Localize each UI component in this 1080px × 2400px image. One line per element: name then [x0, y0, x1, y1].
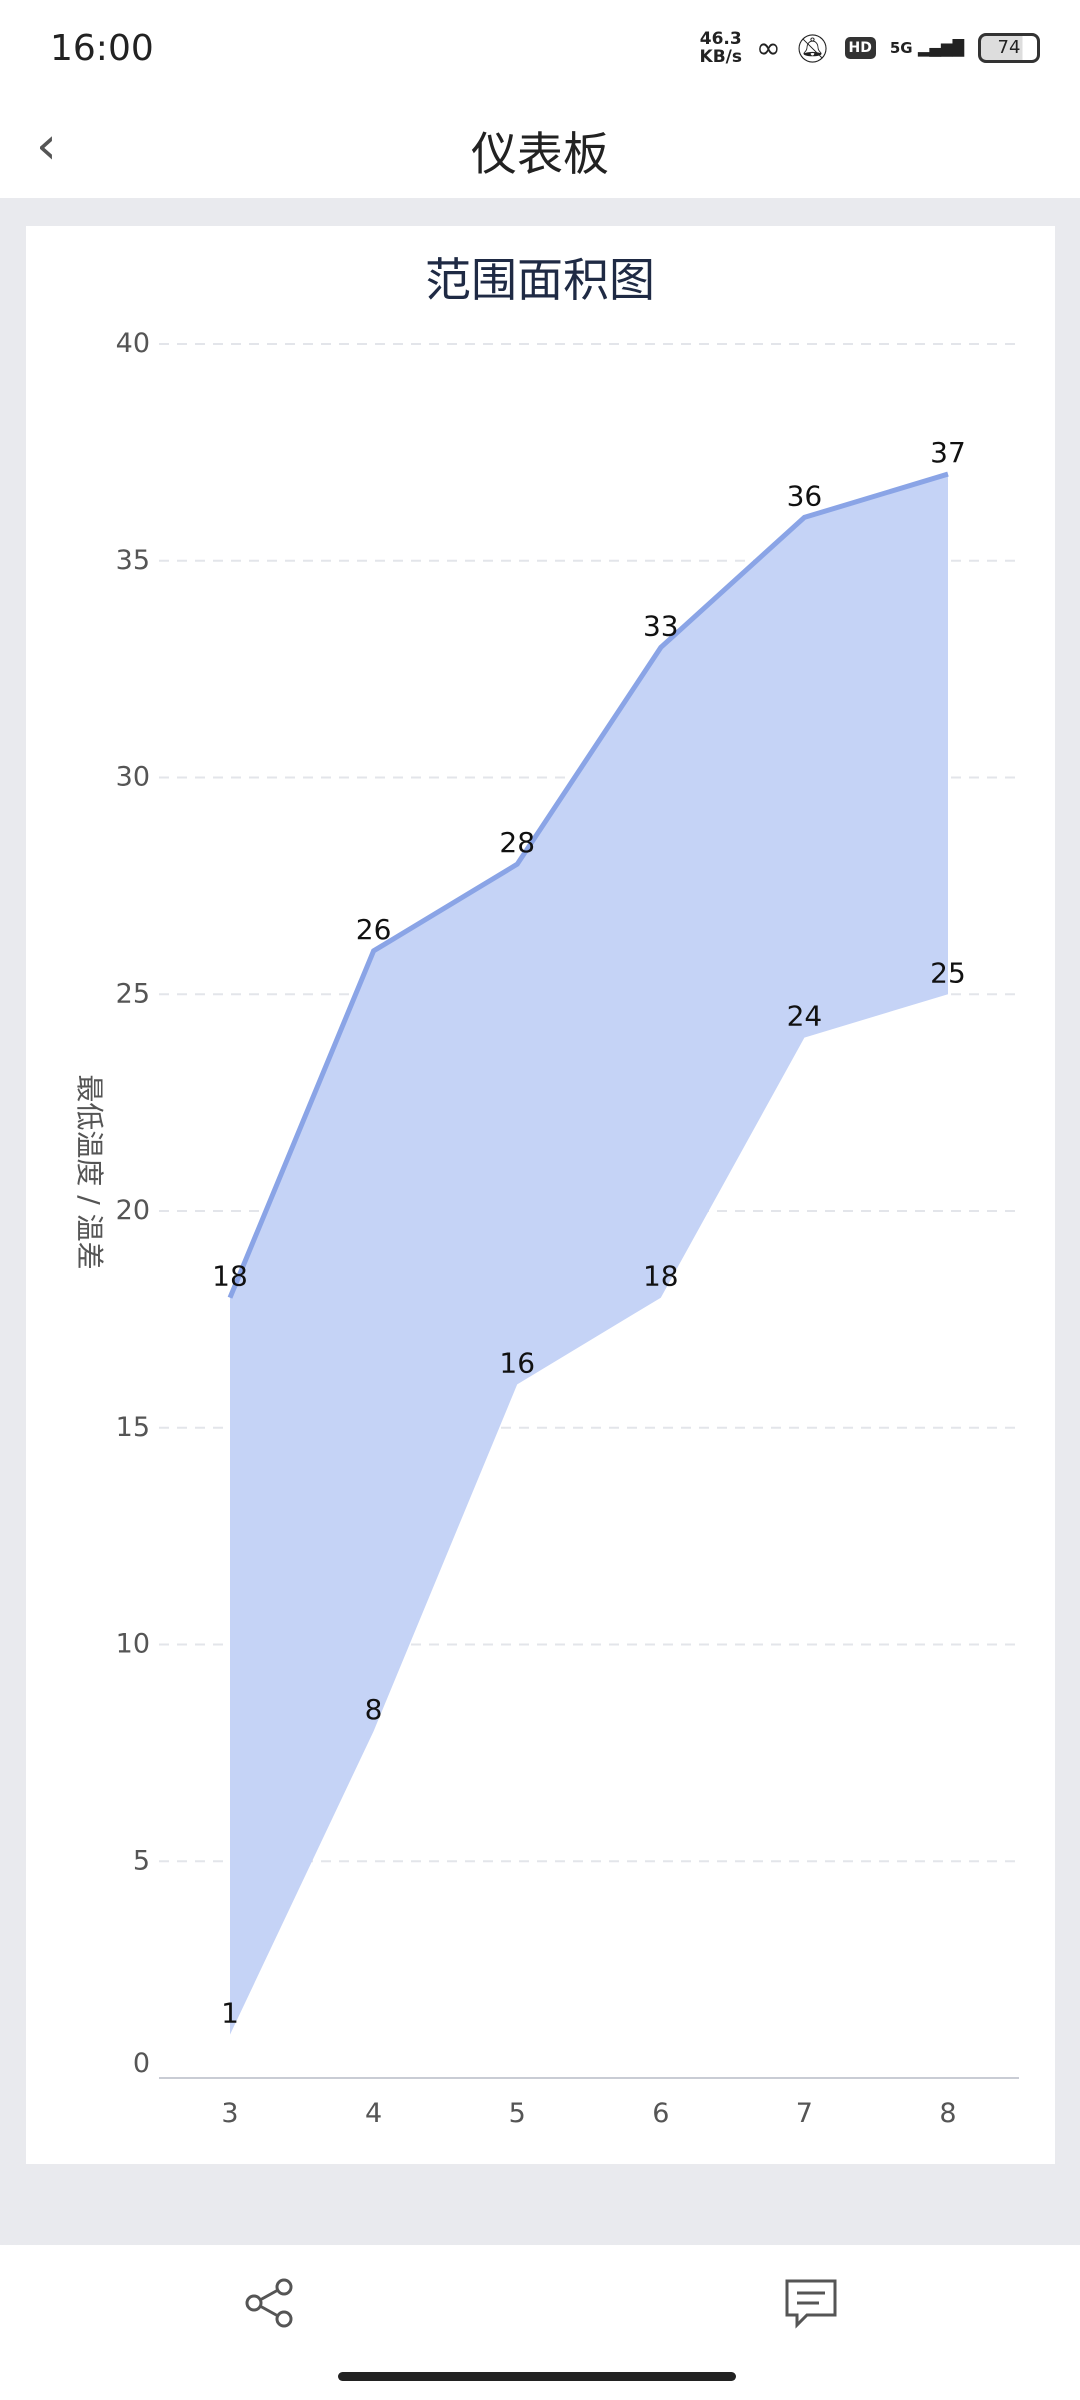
signal-icon: 5G ▂▄▆█	[889, 39, 964, 57]
bell-muted-icon: 🔕︎	[794, 31, 831, 65]
data-label-low: 18	[643, 1260, 679, 1293]
home-indicator[interactable]	[338, 2372, 736, 2381]
data-label-low: 1	[221, 1997, 239, 2030]
data-label-high: 37	[930, 436, 966, 469]
data-label-low: 24	[787, 1000, 823, 1033]
y-tick-label: 20	[116, 1195, 150, 1226]
y-tick-label: 35	[116, 545, 150, 576]
share-icon[interactable]	[240, 2273, 300, 2333]
y-axis-label: 最低温度 / 温差	[73, 1074, 106, 1269]
x-tick-label: 6	[652, 2098, 669, 2129]
speed-value: 46.3	[699, 29, 742, 49]
y-tick-label: 40	[116, 328, 150, 359]
x-tick-label: 7	[796, 2098, 813, 2129]
y-tick-label: 30	[116, 762, 150, 793]
x-tick-label: 5	[509, 2098, 526, 2129]
y-tick-label: 10	[116, 1629, 150, 1660]
y-tick-label: 5	[133, 1845, 150, 1876]
network-type: 5G	[889, 39, 913, 57]
status-time: 16:00	[50, 28, 154, 69]
y-tick-label: 0	[133, 2048, 150, 2079]
battery-icon: 74	[978, 33, 1040, 63]
x-tick-label: 3	[221, 2098, 238, 2129]
x-tick-label: 4	[365, 2098, 382, 2129]
data-label-high: 18	[212, 1260, 248, 1293]
chart-card: 范围面积图 最低温度 / 温差 0 5 10 15 20 25 30 35 40 3 18 1 4 26 8…	[26, 226, 1055, 2164]
comment-icon[interactable]	[781, 2273, 841, 2333]
range-area	[230, 474, 948, 2035]
data-label-high: 36	[787, 479, 823, 512]
back-button[interactable]: ‹	[36, 116, 57, 176]
nav-bar: ‹ 仪表板	[0, 100, 1080, 198]
range-area-chart: 范围面积图 最低温度 / 温差 0 5 10 15 20 25 30 35 40 3 18 1 4 26 8…	[73, 253, 1019, 2129]
y-tick-label: 15	[116, 1412, 150, 1443]
speed-unit: KB/s	[699, 47, 742, 67]
y-tick-label: 25	[116, 978, 150, 1009]
high-series-line	[227, 471, 949, 1299]
hd-icon: HD	[844, 37, 876, 59]
data-label-low: 25	[930, 956, 966, 989]
status-bar: 16:00 46.3 KB/s ∞ 🔕︎ HD 5G ▂▄▆█ 74	[0, 0, 1080, 100]
link-icon: ∞	[755, 30, 781, 66]
x-tick-label: 8	[939, 2098, 956, 2129]
data-label-low: 8	[365, 1693, 383, 1726]
page-title: 仪表板	[471, 127, 609, 181]
data-label-high: 26	[356, 913, 392, 946]
data-label-low: 16	[499, 1346, 535, 1379]
network-speed: 46.3 KB/s	[700, 30, 742, 66]
data-label-high: 33	[643, 609, 679, 642]
data-label-high: 28	[499, 826, 535, 859]
chart-title: 范围面积图	[425, 253, 655, 307]
